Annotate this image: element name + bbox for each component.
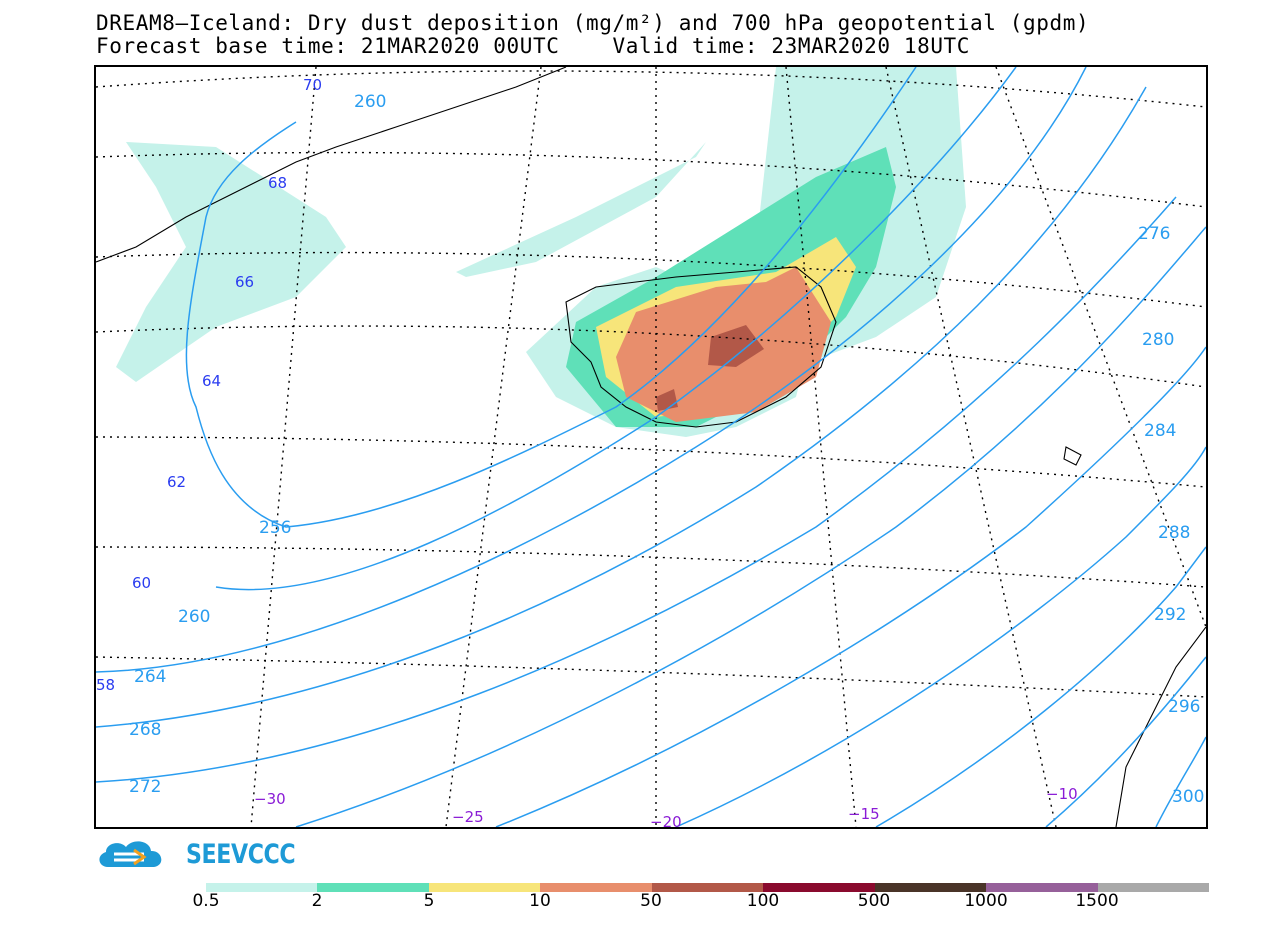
lon-label-minus-25: −25 <box>452 808 484 826</box>
legend-tick-7: 1000 <box>964 891 1008 911</box>
contour-256 <box>185 67 917 528</box>
parallel-64 <box>96 325 1206 388</box>
legend-swatch-6 <box>874 883 987 892</box>
color-legend-bar <box>206 883 1209 892</box>
gp-label-260: 260 <box>178 607 210 627</box>
dust-band-50-a <box>708 325 764 367</box>
contour-268 <box>96 86 1147 728</box>
iceland-coast <box>565 266 837 428</box>
gp-label-264: 264 <box>134 667 166 687</box>
map-panel: 70 68 66 64 62 60 58 −30 −25 −20 −15 −10… <box>94 65 1208 829</box>
parallel-70 <box>96 70 1206 108</box>
contour-284 <box>675 446 1206 827</box>
lon-label-minus-30: −30 <box>254 790 286 808</box>
legend-swatch-0 <box>206 883 318 892</box>
legend-swatch-7 <box>986 883 1098 892</box>
gp-label-256: 256 <box>259 518 291 538</box>
meridian-15 <box>785 67 857 827</box>
contour-288 <box>875 546 1206 827</box>
seevccc-logo: SEEVCCC <box>94 834 319 874</box>
gp-label-276: 276 <box>1138 224 1170 244</box>
legend-tick-8: 1500 <box>1075 891 1119 911</box>
legend-swatch-1 <box>317 883 429 892</box>
legend-swatch-5 <box>763 883 875 892</box>
dust-band-0-5-streak <box>456 142 706 277</box>
legend-swatch-3 <box>540 883 652 892</box>
geopotential-labels: 260 256 260 264 268 272 276 280 284 288 … <box>129 92 1204 807</box>
legend-swatch-2 <box>428 883 541 892</box>
parallel-58 <box>96 656 1206 698</box>
lon-label-minus-15: −15 <box>848 805 880 823</box>
legend-swatch-8 <box>1097 883 1209 892</box>
dust-deposition-layer <box>116 67 966 437</box>
lat-label-70: 70 <box>303 76 322 94</box>
graticule <box>96 67 1206 827</box>
legend-swatch-4 <box>651 883 764 892</box>
contour-292 <box>1045 656 1206 827</box>
map-svg: 70 68 66 64 62 60 58 −30 −25 −20 −15 −10… <box>96 67 1206 827</box>
meridian-25 <box>445 67 542 827</box>
meridian-30 <box>250 67 317 827</box>
lat-label-68: 68 <box>268 174 287 192</box>
gp-label-260-top: 260 <box>354 92 386 112</box>
gp-label-272: 272 <box>129 777 161 797</box>
contour-276 <box>295 226 1206 827</box>
contour-264 <box>96 67 1087 673</box>
legend-tick-5: 100 <box>746 891 780 911</box>
gp-label-296: 296 <box>1168 697 1200 717</box>
gp-label-292: 292 <box>1154 605 1186 625</box>
lat-label-62: 62 <box>167 473 186 491</box>
cloud-arrow-icon <box>99 841 162 867</box>
lon-label-minus-20: −20 <box>650 813 682 827</box>
lat-label-58: 58 <box>96 676 115 694</box>
logo-text: SEEVCCC <box>186 838 296 870</box>
lat-label-64: 64 <box>202 372 221 390</box>
gp-label-288: 288 <box>1158 523 1190 543</box>
parallel-68 <box>96 151 1206 208</box>
chart-title-line-1: DREAM8—Iceland: Dry dust deposition (mg/… <box>96 11 1090 35</box>
legend-tick-2: 5 <box>423 891 435 911</box>
legend-tick-0: 0.5 <box>192 891 220 911</box>
longitude-labels: −30 −25 −20 −15 −10 <box>254 785 1078 827</box>
contour-296 <box>1155 736 1206 827</box>
legend-tick-3: 10 <box>529 891 551 911</box>
gp-label-280: 280 <box>1142 330 1174 350</box>
geopotential-contours <box>96 67 1206 827</box>
greenland-coast <box>96 67 567 263</box>
latitude-labels: 70 68 66 64 62 60 58 <box>96 76 322 694</box>
legend-tick-4: 50 <box>640 891 662 911</box>
chart-title-line-2: Forecast base time: 21MAR2020 00UTC Vali… <box>96 34 971 58</box>
parallel-60 <box>96 546 1206 588</box>
lat-label-66: 66 <box>235 273 254 291</box>
contour-280 <box>495 346 1206 827</box>
gp-label-268: 268 <box>129 720 161 740</box>
parallel-62 <box>96 436 1206 488</box>
lon-label-minus-10: −10 <box>1046 785 1078 803</box>
norway-coast <box>1115 626 1206 827</box>
meridian-5 <box>995 67 1206 628</box>
legend-tick-6: 500 <box>857 891 891 911</box>
lat-label-60: 60 <box>132 574 151 592</box>
coastlines <box>96 67 1206 827</box>
gp-label-284: 284 <box>1144 421 1176 441</box>
contour-260 <box>215 67 1017 591</box>
dust-band-0-5-west <box>116 142 346 382</box>
legend-tick-1: 2 <box>311 891 323 911</box>
faroe-islands <box>1063 446 1082 466</box>
contour-272 <box>96 196 1177 783</box>
gp-label-300: 300 <box>1172 787 1204 807</box>
parallel-66 <box>96 251 1206 308</box>
